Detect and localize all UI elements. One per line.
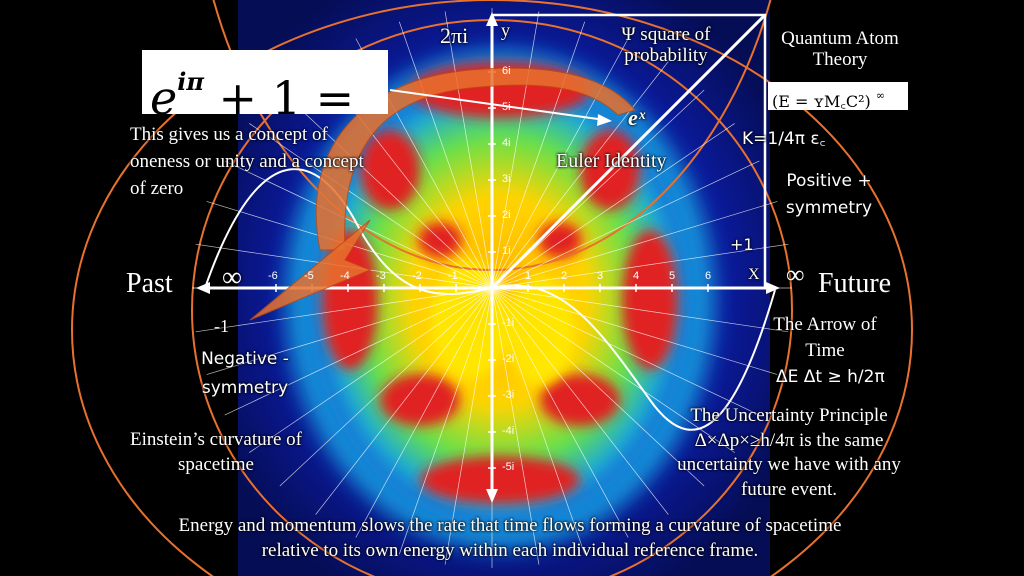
x-arrow-right (766, 282, 780, 294)
y-tick-label: 5i (502, 101, 511, 113)
negative-symmetry-label: Negative - symmetry (201, 349, 289, 398)
radial-line (315, 287, 493, 515)
radial-line (249, 287, 493, 453)
symmetry-curve (204, 168, 776, 431)
radial-line (491, 11, 540, 289)
k-constant-label: K=1/4π ε꜀ (742, 129, 826, 149)
radial-line (491, 201, 778, 289)
radial-line (249, 123, 493, 289)
radial-line (491, 287, 669, 515)
radial-line (224, 287, 493, 416)
radial-line (224, 160, 493, 289)
x-arrow-left (196, 282, 210, 294)
radial-line (491, 160, 760, 289)
radial-line (491, 287, 705, 487)
radial-line (491, 243, 789, 289)
quantum-atom-title: Quantum Atom Theory (781, 28, 899, 71)
bottom-caption: Energy and momentum slows the rate that … (178, 515, 842, 562)
einstein-label: Einstein’s curvature of spacetime (129, 429, 302, 475)
x-tick-label: -2 (412, 270, 422, 282)
positive-symmetry-label: Positive + symmetry (785, 171, 873, 219)
minus-one-label: -1 (214, 316, 229, 336)
x-axis-label: X (748, 266, 760, 283)
x-tick-label: -1 (448, 270, 458, 282)
radial-line (206, 287, 493, 375)
y-tick-label: -2i (502, 353, 515, 365)
energy-time-label: ΔE Δt ≥ h/2π (776, 367, 885, 387)
x-tick-label: -5 (304, 270, 314, 282)
formula-exponent: iπ (177, 67, 204, 96)
x-tick-label: 3 (597, 270, 604, 282)
euler-formula-box: eiπ + 1 = 0. (142, 50, 388, 189)
radial-line (491, 287, 778, 375)
x-tick-label: 4 (633, 270, 640, 282)
past-label: Past (126, 268, 173, 299)
x-tick-label: -3 (376, 270, 386, 282)
radial-line (491, 89, 705, 289)
radial-line (279, 287, 493, 487)
radial-line (355, 287, 493, 538)
y-tick-label: -3i (502, 389, 515, 401)
y-tick-label: 2i (502, 209, 511, 221)
plus-one-label: +1 (730, 235, 754, 254)
atom-formula-box: (E = ʏM꜀C²) ∞ (768, 82, 908, 111)
radial-line (444, 287, 493, 565)
probability-square (492, 13, 767, 288)
ex-diagonal (490, 13, 767, 290)
y-tick-label: 3i (502, 173, 511, 185)
formula-rest: + 1 = 0. (150, 71, 355, 189)
radial-line (398, 21, 493, 289)
radial-line (491, 287, 586, 555)
y-tick-label: 1i (502, 245, 511, 257)
y-arrow-up (486, 12, 498, 26)
formula-pointer-head (597, 114, 612, 126)
x-tick-label: 6 (705, 270, 712, 282)
psi-label: Ψ square of probability (621, 24, 711, 67)
x-tick-label: -6 (268, 270, 278, 282)
uncertainty-principle-label: The Uncertainty Principle Δ×Δp×≥h/4π is … (677, 405, 901, 501)
y-tick-label: -5i (502, 461, 515, 473)
two-pi-i-label: 2πi (440, 23, 469, 48)
radial-line (491, 287, 629, 538)
radial-line (491, 287, 540, 565)
x-tick-label: -4 (340, 270, 350, 282)
radial-line (398, 287, 493, 555)
y-tick-label: -1i (502, 317, 515, 329)
radial-line (195, 287, 493, 333)
y-arrow-down (486, 489, 498, 503)
x-tick-label: 1 (525, 270, 532, 282)
x-tick-label: 5 (669, 270, 676, 282)
atom-formula: (E = ʏM꜀C²) (772, 92, 871, 111)
x-tick-label: 2 (561, 270, 568, 282)
future-label: Future (818, 268, 892, 299)
arrow-of-time-label: The Arrow of Time (773, 314, 877, 361)
radial-line (279, 89, 493, 289)
radial-line (491, 287, 735, 453)
radial-line (491, 38, 629, 289)
radial-line (491, 21, 586, 289)
radial-line (491, 123, 735, 289)
radial-line (491, 61, 669, 289)
atom-infinity: ∞ (875, 89, 886, 102)
ex-label: eˣ (628, 105, 646, 130)
formula-base: e (150, 71, 178, 125)
orange-arrow-head (249, 219, 372, 321)
euler-identity-label: Euler Identity (556, 150, 667, 172)
y-tick-label: 6i (502, 65, 511, 77)
radial-line (491, 287, 789, 333)
tick-marks (275, 71, 709, 469)
y-axis-label: y (501, 20, 510, 40)
radial-line (491, 287, 760, 416)
infinity-right: ∞ (786, 260, 805, 289)
y-tick-label: 4i (502, 137, 511, 149)
infinity-left: ∞ (222, 262, 242, 293)
formula-pointer (389, 89, 606, 121)
concept-label: This gives us a concept of oneness or un… (130, 124, 364, 199)
y-tick-label: -4i (502, 425, 515, 437)
radial-line (444, 11, 493, 289)
